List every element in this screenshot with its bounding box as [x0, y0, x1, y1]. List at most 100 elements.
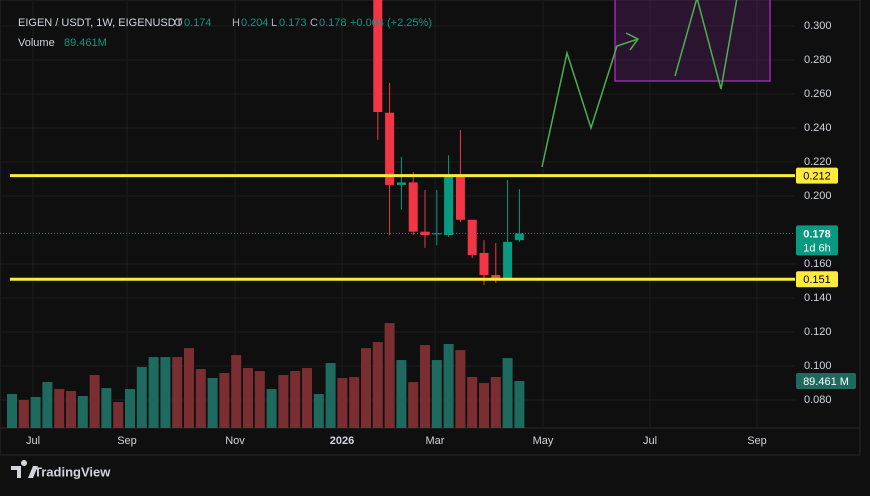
brand[interactable]: TradingView: [11, 460, 111, 479]
last-price-label: 0.178: [803, 228, 831, 240]
volume-bar: [160, 357, 171, 428]
y-tick-label: 0.200: [804, 190, 832, 202]
candle-body: [385, 112, 395, 185]
volume-bar: [479, 383, 489, 428]
volume-bar: [113, 402, 124, 428]
volume-bar: [136, 367, 147, 428]
volume-bar: [290, 371, 301, 428]
y-tick-label: 0.300: [804, 20, 832, 32]
volume-bar: [243, 368, 253, 428]
x-tick-label: 2026: [330, 435, 354, 447]
x-tick-label: Nov: [225, 435, 245, 447]
volume-bar: [254, 371, 265, 428]
drawings: [541, 0, 771, 168]
volume-label: Volume: [18, 37, 55, 49]
projection-path: [541, 38, 639, 168]
volume-bar: [219, 373, 230, 428]
y-tick-label: 0.160: [804, 258, 832, 270]
volume-bar: [266, 389, 277, 428]
volume-bar: [443, 344, 454, 428]
volume-bar: [125, 389, 135, 428]
volume-bar: [42, 382, 53, 428]
volume-bar: [455, 350, 466, 428]
candle-body: [444, 174, 454, 236]
candle-body: [467, 219, 477, 255]
volume-bar: [325, 363, 336, 428]
x-tick-label: Jul: [643, 435, 657, 447]
volume-bar: [337, 378, 348, 428]
price-axis: 0.300 0.280 0.260 0.240 0.220 0.200 0.160 0.140…: [796, 20, 856, 406]
volume-bar: [54, 389, 65, 428]
level-label: 0.212: [803, 170, 831, 182]
ohlc-value: 0.204: [241, 17, 269, 29]
volume-bar: [278, 375, 289, 428]
x-tick-label: May: [533, 435, 554, 447]
volume-bar: [396, 360, 407, 428]
candle-body: [373, 0, 383, 113]
volume-value: 89.461M: [64, 37, 107, 49]
volume-bar: [101, 388, 112, 428]
y-tick-label: 0.080: [804, 394, 832, 406]
level-label-bg: [796, 271, 838, 288]
ohlc-label: H: [232, 17, 240, 29]
candle-body: [479, 252, 489, 276]
volume-bar: [361, 348, 371, 428]
y-tick-label: 0.100: [804, 360, 832, 372]
brand-logo[interactable]: [11, 460, 38, 478]
volume-bar: [207, 378, 218, 428]
last-price-bg: [796, 225, 838, 256]
x-tick-label: Jul: [26, 435, 40, 447]
y-tick-label: 0.140: [804, 292, 832, 304]
volume-bar: [502, 358, 513, 428]
volume-bar: [172, 357, 183, 428]
x-tick-label: Sep: [117, 435, 137, 447]
volume-bar: [148, 357, 159, 428]
volume-bar: [467, 377, 478, 428]
candle-body: [514, 233, 524, 241]
candle-body: [491, 275, 501, 279]
level-label: 0.151: [803, 274, 831, 286]
volume-pane: [7, 323, 525, 428]
volume-bar: [7, 394, 17, 428]
level-label-bg: [796, 167, 838, 184]
candle-body: [455, 175, 465, 220]
candle-body: [396, 182, 406, 185]
candle-body: [420, 231, 430, 236]
x-tick-label: Sep: [747, 435, 767, 447]
brand-name[interactable]: TradingView: [34, 464, 111, 479]
volume-bar: [514, 381, 525, 428]
y-tick-label: 0.220: [804, 156, 832, 168]
ohlc-label: O: [174, 17, 183, 29]
volume-bar: [30, 397, 41, 428]
x-tick-label: Mar: [426, 435, 445, 447]
projection-arrow: [625, 32, 640, 51]
volume-bar: [384, 323, 395, 428]
y-tick-label: 0.280: [804, 54, 832, 66]
change-value: +0.004 (+2.25%): [350, 17, 432, 29]
volume-bar: [66, 391, 76, 428]
grid: [0, 0, 795, 428]
price-pane: [0, 0, 795, 286]
volume-label-bg: [796, 373, 856, 390]
ohlc-label: C: [310, 17, 318, 29]
volume-axis-label: 89.461 M: [803, 376, 849, 388]
volume-bar: [18, 400, 29, 428]
projection-path: [674, 0, 738, 90]
legend: EIGEN / USDT, 1W, EIGENUSDT O 0.174 H 0.…: [18, 17, 432, 49]
ohlc-value: 0.174: [184, 17, 212, 29]
volume-bar: [408, 382, 419, 428]
candle-body: [503, 241, 513, 280]
volume-bar: [195, 369, 206, 428]
volume-bar: [184, 348, 194, 428]
candle-body: [432, 233, 442, 235]
volume-bar: [77, 396, 88, 428]
ohlc-value: 0.173: [279, 17, 307, 29]
ohlc-label: L: [271, 17, 277, 29]
symbol-title: EIGEN / USDT, 1W, EIGENUSDT: [18, 17, 183, 29]
volume-bar: [302, 368, 312, 428]
volume-bar: [431, 360, 442, 428]
volume-bar: [420, 345, 430, 428]
countdown-label: 1d 6h: [803, 242, 831, 254]
ohlc-value: 0.178: [319, 17, 347, 29]
